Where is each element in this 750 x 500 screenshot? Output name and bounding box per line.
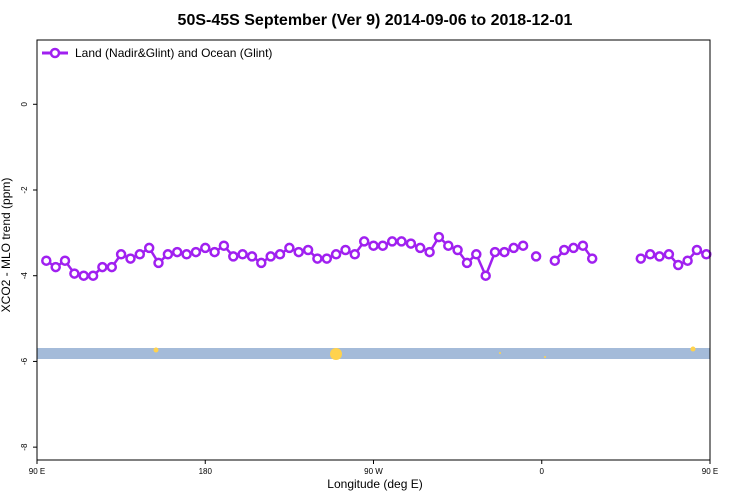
x-axis: 90 E 180 90 W 0 90 E bbox=[29, 460, 718, 476]
sun-marker bbox=[690, 346, 696, 352]
data-point bbox=[414, 242, 426, 254]
data-point bbox=[377, 240, 389, 251]
sun-marker bbox=[544, 356, 546, 358]
data-point bbox=[87, 270, 99, 281]
data-point bbox=[586, 253, 598, 264]
data-point bbox=[228, 251, 239, 262]
data-point bbox=[209, 246, 220, 258]
data-point bbox=[691, 244, 703, 256]
data-point bbox=[256, 257, 267, 269]
sun-marker bbox=[499, 352, 501, 354]
y-axis-label: XCO2 - MLO trend (ppm) bbox=[0, 178, 13, 313]
data-point bbox=[549, 255, 561, 266]
data-point bbox=[321, 253, 333, 264]
y-tick-label: -8 bbox=[20, 443, 29, 451]
data-point bbox=[461, 257, 473, 269]
y-tick-label: -2 bbox=[20, 186, 29, 194]
data-point bbox=[701, 249, 712, 260]
data-point bbox=[471, 249, 482, 260]
data-point bbox=[452, 244, 463, 256]
data-point bbox=[517, 240, 529, 251]
data-point bbox=[396, 236, 407, 247]
y-tick-label: -6 bbox=[20, 357, 29, 365]
data-point bbox=[635, 253, 647, 264]
x-tick-label: 180 bbox=[199, 467, 213, 476]
data-point bbox=[312, 253, 323, 264]
data-point bbox=[171, 246, 183, 258]
data-point bbox=[181, 249, 192, 260]
x-tick-label: 90 W bbox=[364, 467, 383, 476]
x-tick-label: 90 E bbox=[29, 467, 45, 476]
data-point bbox=[424, 246, 435, 258]
legend-marker bbox=[49, 47, 61, 59]
data-point bbox=[672, 259, 684, 271]
data-point bbox=[480, 270, 491, 281]
data-point bbox=[577, 240, 589, 251]
data-point bbox=[134, 249, 146, 260]
sun-marker bbox=[153, 347, 159, 353]
data-point bbox=[368, 240, 379, 251]
data-point bbox=[499, 246, 510, 258]
data-point bbox=[162, 249, 174, 260]
data-point bbox=[405, 238, 417, 249]
data-point bbox=[349, 249, 361, 260]
data-point bbox=[125, 253, 136, 264]
data-point bbox=[530, 251, 542, 262]
data-point bbox=[568, 242, 579, 254]
data-point bbox=[489, 246, 501, 258]
data-point bbox=[293, 246, 304, 258]
legend: Land (Nadir&Glint) and Ocean (Glint) bbox=[42, 46, 272, 60]
y-tick-label: 0 bbox=[20, 102, 29, 107]
data-point bbox=[682, 255, 693, 266]
data-point bbox=[265, 251, 276, 262]
data-point bbox=[386, 236, 398, 247]
data-point bbox=[663, 249, 675, 260]
data-point bbox=[153, 257, 164, 269]
y-axis: 0 -2 -4 -6 -8 bbox=[20, 102, 37, 451]
chart-title: 50S-45S September (Ver 9) 2014-09-06 to … bbox=[178, 12, 573, 29]
data-point bbox=[302, 244, 314, 256]
x-tick-label: 90 E bbox=[702, 467, 718, 476]
data-point bbox=[654, 251, 665, 262]
data-point bbox=[106, 261, 118, 273]
sun-marker bbox=[330, 348, 342, 360]
data-point bbox=[97, 261, 108, 273]
data-point bbox=[50, 261, 61, 273]
data-point bbox=[284, 242, 295, 254]
data-point bbox=[340, 244, 351, 256]
data-point bbox=[59, 255, 71, 266]
x-tick-label: 0 bbox=[540, 467, 545, 476]
data-point bbox=[237, 249, 248, 260]
data-point bbox=[143, 242, 155, 254]
data-point bbox=[443, 240, 454, 251]
legend-label-series: Land (Nadir&Glint) and Ocean (Glint) bbox=[75, 46, 272, 60]
data-point bbox=[274, 249, 286, 260]
data-point bbox=[41, 255, 52, 266]
latitude-band bbox=[37, 348, 710, 359]
data-point bbox=[115, 249, 127, 260]
plot-area bbox=[37, 231, 712, 360]
data-point bbox=[190, 246, 202, 258]
data-point bbox=[558, 244, 570, 256]
data-point bbox=[508, 242, 519, 254]
data-point bbox=[69, 268, 80, 279]
data-point bbox=[330, 249, 342, 260]
data-point bbox=[78, 270, 89, 281]
data-point bbox=[358, 236, 370, 247]
data-point bbox=[200, 242, 211, 254]
data-point bbox=[644, 249, 656, 260]
data-point bbox=[218, 240, 230, 251]
data-point bbox=[246, 251, 258, 262]
data-point bbox=[433, 231, 445, 243]
y-tick-label: -4 bbox=[20, 272, 29, 280]
x-axis-label: Longitude (deg E) bbox=[327, 477, 422, 491]
